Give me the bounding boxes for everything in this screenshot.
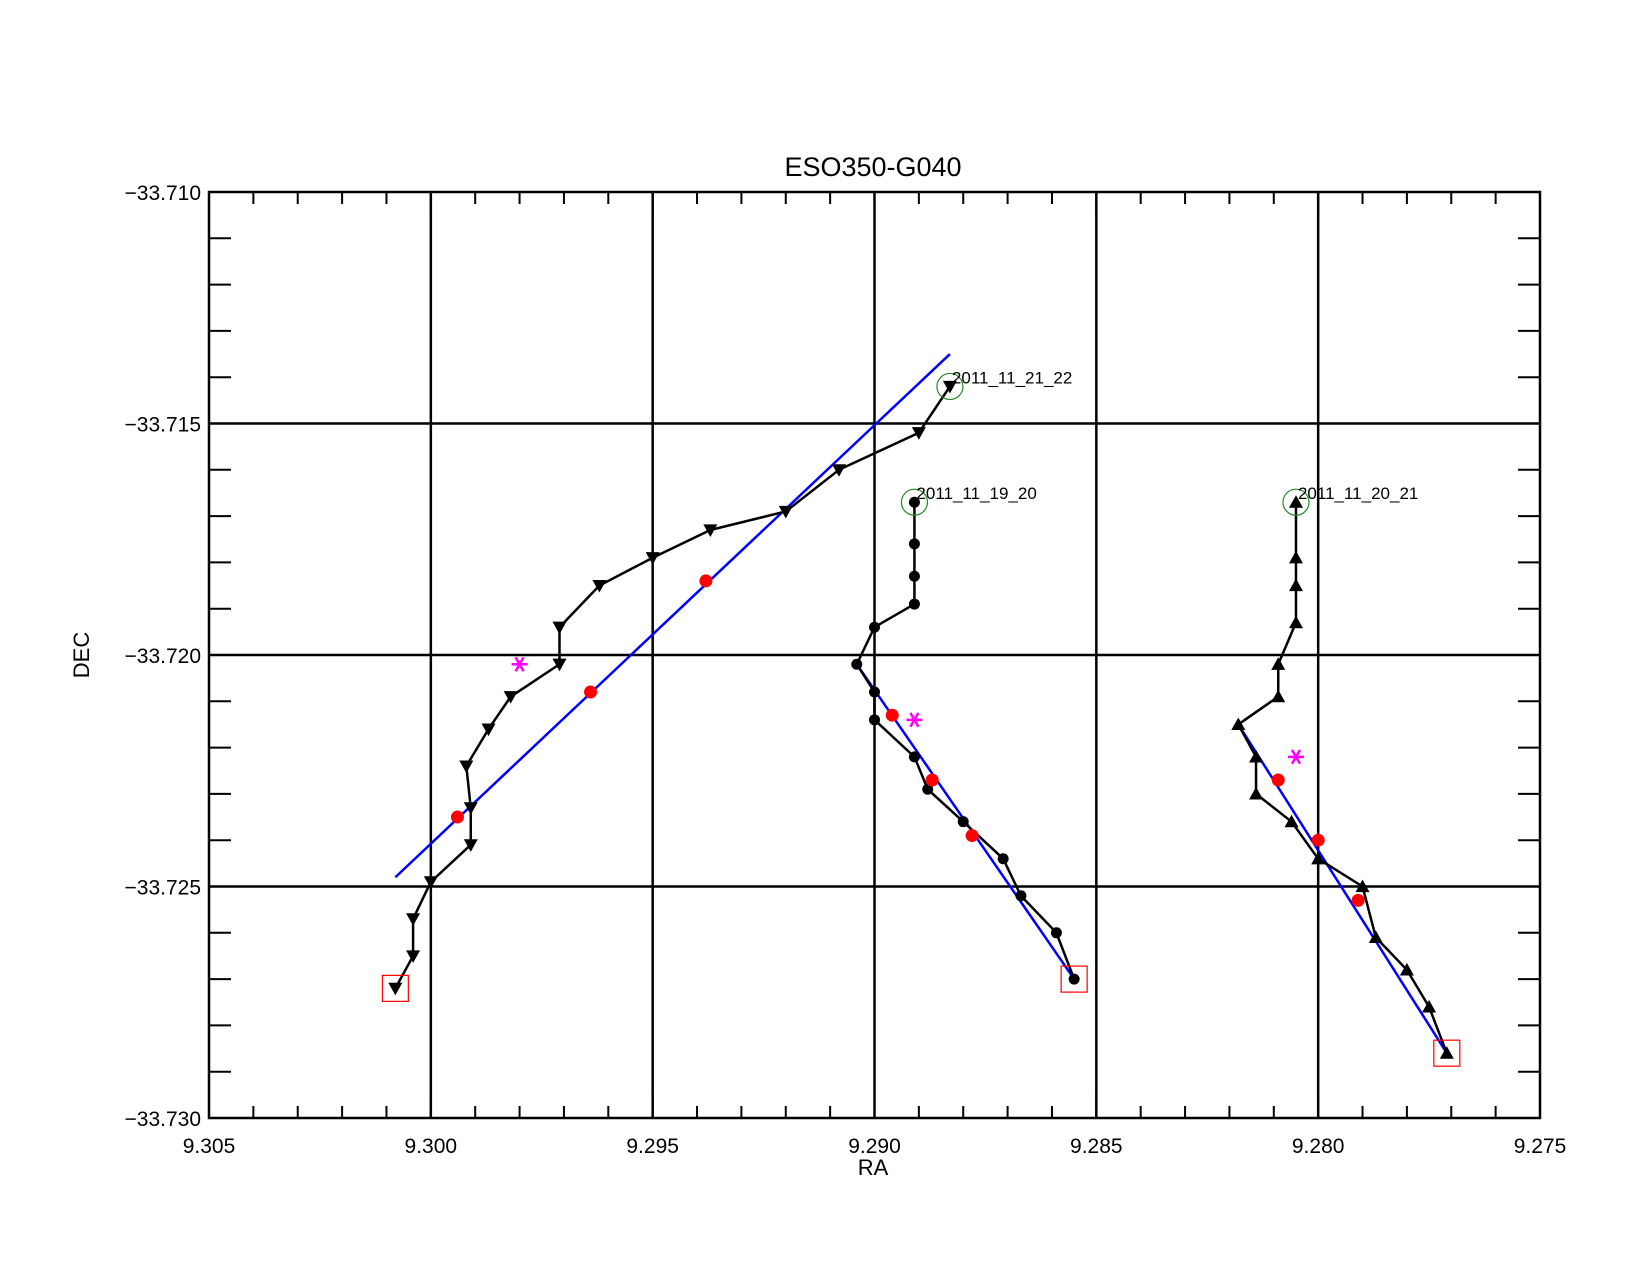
data-point-triangle-down — [481, 723, 496, 737]
x-tick-label: 9.285 — [1070, 1135, 1123, 1158]
fit-line — [394, 353, 951, 879]
star-marker — [511, 656, 528, 672]
fit-point — [1311, 833, 1325, 847]
data-point-circle — [922, 783, 934, 795]
data-point-triangle-down — [703, 524, 718, 537]
fit-point — [1271, 773, 1285, 787]
axis-ticks: 9.305 9.300 9.295 9.290 9.285 9.280 9.275 −33.7… — [125, 182, 1567, 1158]
data-point-triangle-down — [552, 621, 567, 635]
data-point-triangle-down — [423, 876, 438, 889]
data-point-triangle-down — [463, 839, 478, 852]
data-point-triangle-up — [1311, 851, 1326, 865]
data-point-circle — [869, 714, 880, 726]
end-marker — [1060, 965, 1088, 993]
fit-point — [584, 685, 598, 699]
fit-point — [450, 810, 464, 824]
x-tick-label: 9.290 — [848, 1135, 901, 1158]
start-marker — [1282, 488, 1310, 516]
data-point-circle — [1015, 890, 1027, 902]
data-point-triangle-up — [1284, 814, 1299, 828]
x-axis-label: RA — [858, 1155, 889, 1180]
data-point-triangle-down — [645, 552, 660, 565]
data-point-triangle-up — [1399, 962, 1414, 976]
fit-point — [1351, 893, 1365, 907]
track-label: 2011_11_19_20 — [916, 484, 1036, 503]
end-marker — [1433, 1039, 1461, 1067]
fit-point — [925, 773, 939, 787]
track-label: 2011_11_21_22 — [952, 368, 1072, 387]
data-point-triangle-down — [942, 380, 957, 394]
data-point-triangle-up — [1249, 786, 1264, 800]
data-point-circle — [908, 570, 920, 582]
data-point-triangle-down — [388, 982, 403, 996]
data-point-triangle-up — [1288, 578, 1303, 592]
data-point-triangle-up — [1368, 930, 1383, 944]
star-stroke — [909, 712, 920, 728]
fit-point — [885, 708, 899, 722]
fit-point — [965, 829, 979, 843]
data-point-triangle-up — [1355, 879, 1370, 893]
star-marker — [1287, 749, 1304, 765]
y-tick-label: −33.730 — [125, 1108, 202, 1131]
x-tick-label: 9.280 — [1292, 1135, 1345, 1158]
track-label: 2011_11_20_21 — [1298, 484, 1418, 503]
markers: 2011_11_21_22 2011_11_19_20 2011_11_20_21 — [381, 368, 1461, 1067]
data-point-triangle-down — [503, 691, 518, 704]
start-marker — [936, 372, 964, 401]
star-marker — [906, 712, 923, 728]
data-point-triangle-down — [778, 505, 793, 519]
data-point-triangle-down — [459, 760, 474, 774]
end-marker — [381, 974, 409, 1002]
x-tick-label: 9.275 — [1514, 1135, 1567, 1158]
data-point-circle — [908, 598, 920, 610]
data-point-triangle-down — [463, 802, 478, 815]
x-tick-label: 9.300 — [405, 1135, 458, 1158]
data-point-triangle-up — [1288, 615, 1303, 629]
data-point-triangle-up — [1271, 689, 1286, 703]
start-marker — [900, 488, 929, 516]
data-point-triangle-up — [1231, 717, 1246, 731]
data-point-circle — [869, 621, 880, 633]
data-point-triangle-up — [1439, 1046, 1454, 1059]
data-point-circle — [908, 496, 920, 508]
data-point-triangle-up — [1288, 495, 1303, 508]
chart-title: ESO350-G040 — [784, 152, 961, 182]
y-tick-label: −33.710 — [125, 182, 202, 205]
data-point-circle — [851, 658, 863, 670]
star-stroke — [1290, 749, 1302, 765]
data-point-triangle-down — [592, 579, 607, 593]
data-point-circle — [869, 686, 880, 698]
data-point-triangle-down — [832, 464, 847, 477]
y-tick-label: −33.715 — [125, 414, 202, 437]
data-point-triangle-down — [406, 913, 421, 926]
star-stroke — [514, 656, 525, 672]
data-point-triangle-down — [911, 427, 926, 440]
x-tick-label: 9.295 — [626, 1135, 679, 1158]
data-point-circle — [1068, 973, 1080, 985]
data-point-circle — [1050, 927, 1062, 939]
data-point-triangle-down — [406, 950, 421, 963]
y-tick-label: −33.725 — [125, 877, 202, 900]
track-line — [1237, 502, 1448, 1054]
data-point-triangle-down — [552, 658, 567, 672]
data-point-circle — [908, 751, 920, 763]
y-tick-label: −33.720 — [125, 645, 202, 668]
data-point-triangle-up — [1249, 749, 1264, 763]
data-point-circle — [908, 538, 920, 550]
fit-point — [699, 574, 713, 588]
plot-frame — [207, 190, 1542, 1120]
data-point-circle — [957, 816, 969, 828]
data-point-circle — [997, 853, 1009, 865]
x-tick-label: 9.305 — [183, 1135, 236, 1158]
data-point-triangle-up — [1422, 999, 1437, 1013]
track-line — [394, 385, 951, 989]
y-axis-label: DEC — [69, 632, 94, 679]
data-point-triangle-up — [1271, 657, 1286, 670]
data-point-triangle-up — [1288, 550, 1303, 564]
